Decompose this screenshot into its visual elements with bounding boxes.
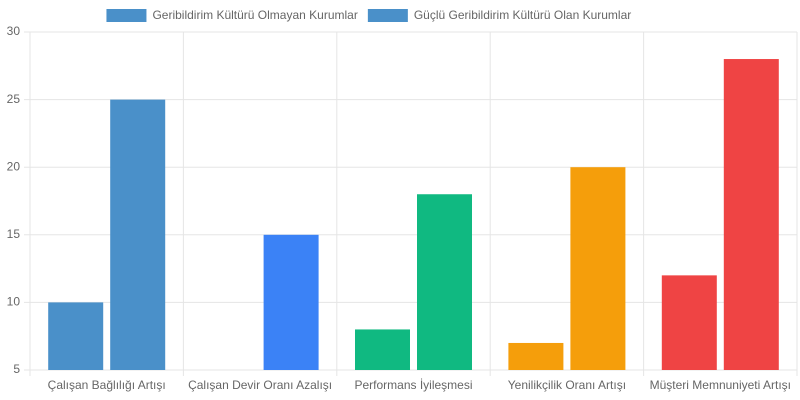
x-tick-label: Performans İyileşmesi: [354, 378, 472, 392]
bar: [110, 99, 166, 370]
y-tick-label: 10: [7, 295, 21, 309]
y-tick-label: 15: [7, 227, 21, 241]
bar: [508, 342, 564, 370]
y-tick-label: 5: [13, 362, 20, 376]
y-tick-label: 20: [7, 159, 21, 173]
y-tick-label: 25: [7, 92, 21, 106]
legend-swatch: [106, 9, 147, 22]
legend-label: Geribildirim Kültürü Olmayan Kurumlar: [152, 8, 357, 22]
bar: [355, 329, 410, 370]
legend-swatch: [367, 9, 408, 22]
x-tick-label: Çalışan Devir Oranı Azalışı: [188, 378, 332, 392]
bar: [723, 59, 779, 370]
x-tick-label: Müşteri Memnuniyeti Artışı: [650, 378, 791, 392]
bar: [417, 194, 472, 370]
legend-label: Güçlü Geribildirim Kültürü Olan Kurumlar: [414, 8, 631, 22]
x-tick-label: Yenilikçilik Oranı Artışı: [508, 378, 626, 392]
bar: [48, 302, 104, 370]
bar: [661, 275, 717, 370]
bar: [570, 167, 626, 370]
bar: [263, 234, 319, 370]
x-tick-label: Çalışan Bağlılığı Artışı: [48, 378, 166, 392]
y-tick-label: 30: [7, 24, 21, 38]
